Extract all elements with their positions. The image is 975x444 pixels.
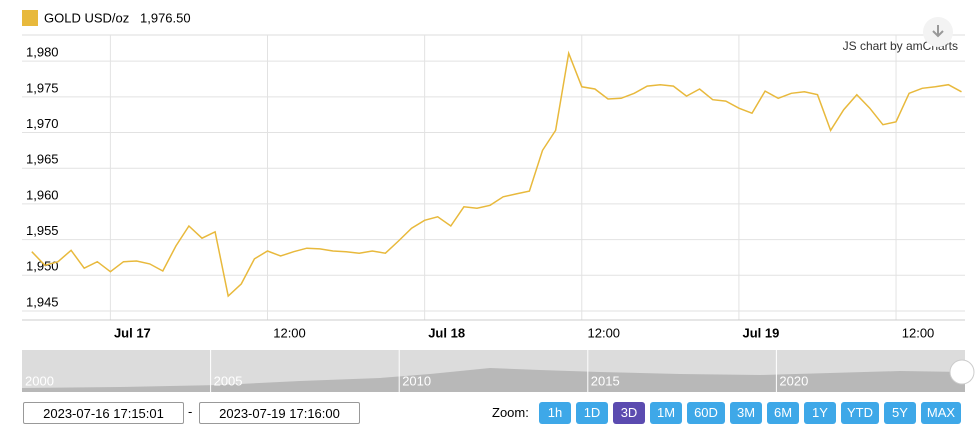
price-line (31, 50, 962, 298)
zoom-button[interactable]: 5Y (884, 402, 916, 424)
grid (22, 34, 965, 320)
x-tick-label: 12:00 (273, 325, 306, 340)
legend-value: 1,976.50 (140, 10, 191, 25)
zoom-button[interactable]: YTD (841, 402, 879, 424)
y-tick-label: 1,970 (26, 116, 59, 131)
zoom-button[interactable]: 1h (539, 402, 571, 424)
x-tick-label: Jul 19 (742, 325, 779, 340)
navigator-label: 2000 (25, 373, 54, 388)
navigator-grip[interactable] (949, 359, 975, 385)
y-tick-label: 1,975 (26, 80, 59, 95)
y-tick-label: 1,980 (26, 45, 59, 60)
y-tick-label: 1,950 (26, 259, 59, 274)
x-tick-label: Jul 17 (114, 325, 151, 340)
zoom-button[interactable]: 3M (730, 402, 762, 424)
y-tick-label: 1,955 (26, 223, 59, 238)
zoom-button[interactable]: MAX (921, 402, 961, 424)
x-tick-label: 12:00 (902, 325, 935, 340)
navigator-area (22, 368, 965, 392)
y-tick-label: 1,960 (26, 187, 59, 202)
date-from[interactable]: 2023-07-16 17:15:01 (23, 402, 184, 424)
x-tick-label: 12:00 (588, 325, 621, 340)
range-separator: - (188, 404, 193, 419)
zoom-label: Zoom: (492, 405, 529, 420)
x-tick-label: Jul 18 (428, 325, 465, 340)
zoom-button[interactable]: 1M (650, 402, 682, 424)
legend-name: GOLD USD/oz (44, 10, 129, 25)
chart: GOLD USD/oz 1,976.50 JS chart by amChart… (22, 10, 975, 392)
navigator-label: 2020 (779, 373, 808, 388)
download-icon (932, 25, 944, 38)
navigator-label: 2015 (591, 373, 620, 388)
zoom-button[interactable]: 1Y (804, 402, 836, 424)
navigator-label: 2005 (214, 373, 243, 388)
y-tick-label: 1,945 (26, 294, 59, 309)
navigator-label: 2010 (402, 373, 431, 388)
date-to[interactable]: 2023-07-19 17:16:00 (199, 402, 360, 424)
zoom-button[interactable]: 6M (767, 402, 799, 424)
zoom-button[interactable]: 1D (576, 402, 608, 424)
legend-swatch (22, 10, 38, 26)
zoom-button[interactable]: 60D (687, 402, 725, 424)
y-tick-label: 1,965 (26, 152, 59, 167)
zoom-button[interactable]: 3D (613, 402, 645, 424)
